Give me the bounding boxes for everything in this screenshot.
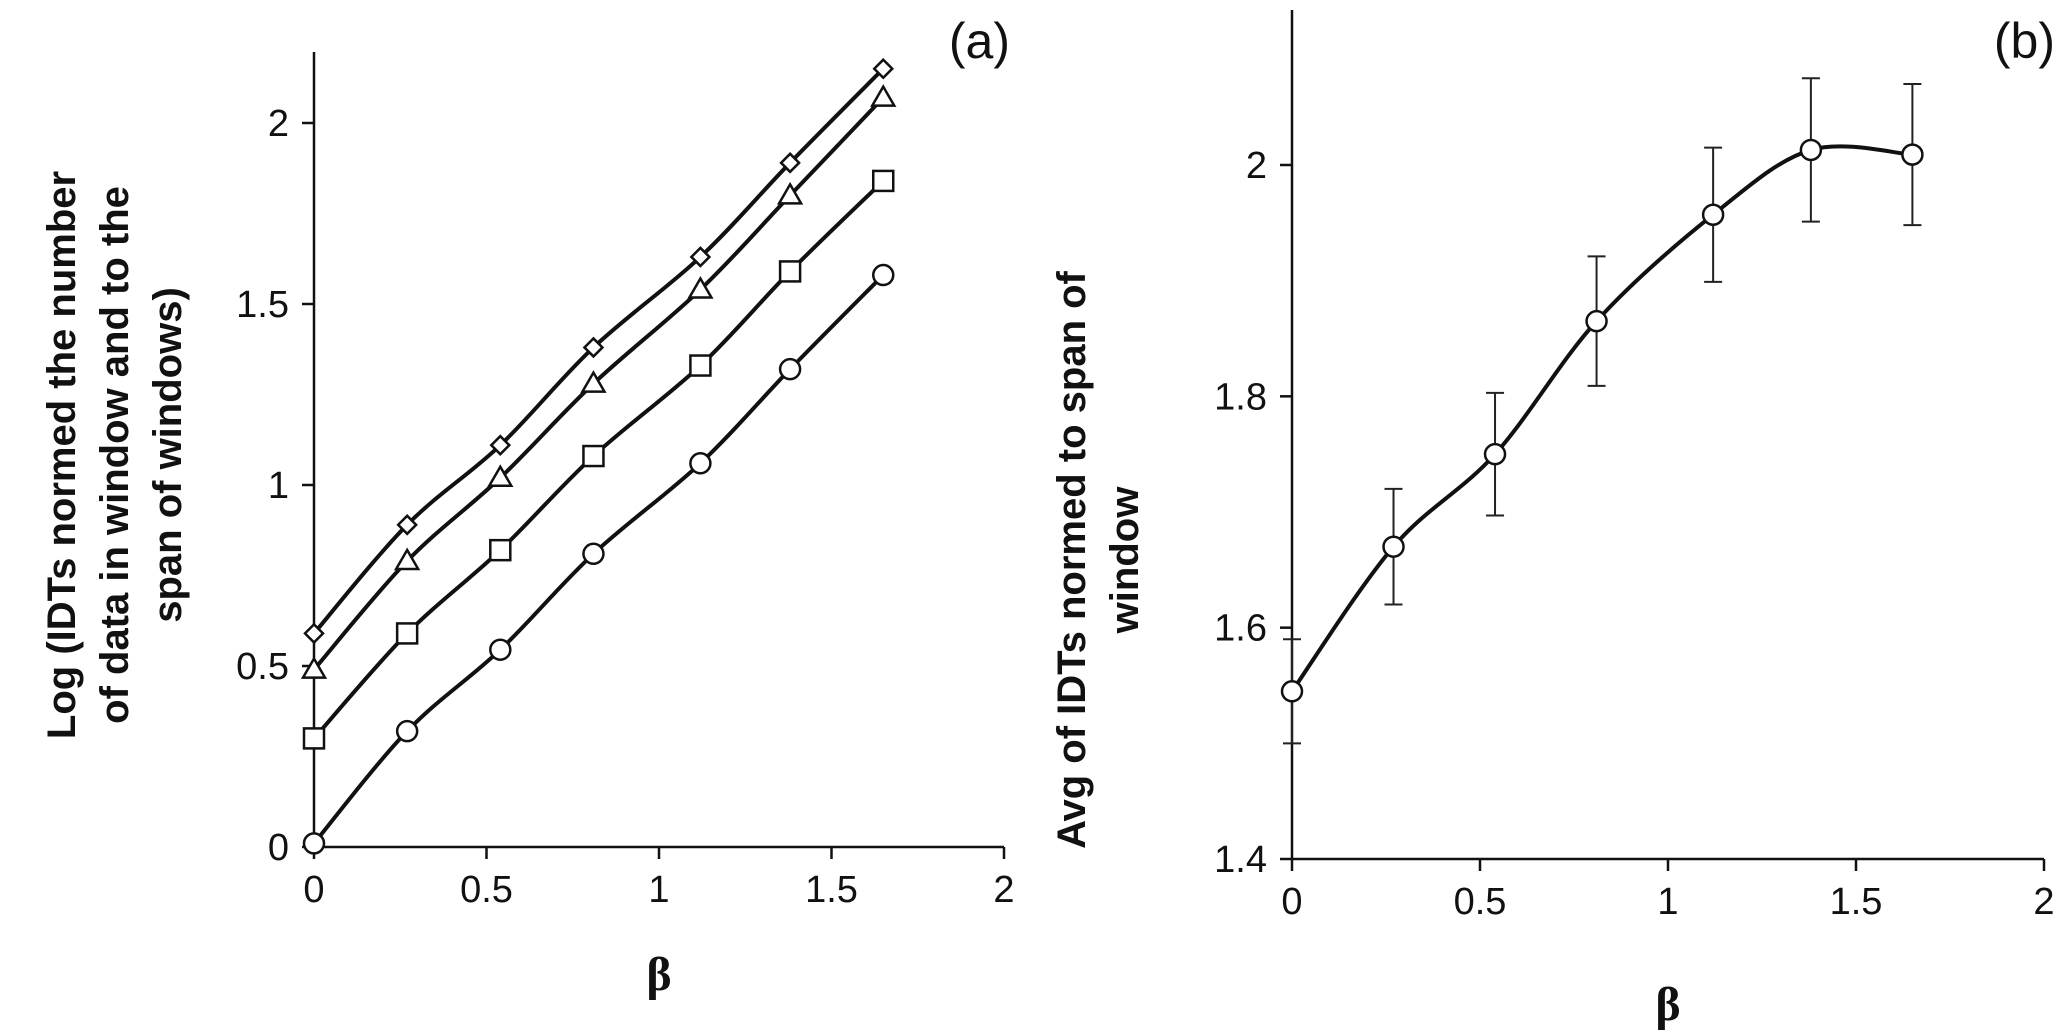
data-point-diamond [396,514,418,536]
data-point-circle [1382,535,1405,558]
data-point-circle [302,832,326,855]
x-tick-label: 1 [648,869,669,911]
y-tick-label: 0.5 [236,646,289,688]
y-tick-label: 1.4 [1214,839,1267,881]
data-point-square [489,538,512,562]
x-tick-label: 0 [1281,881,1302,923]
data-point-circle [489,638,512,661]
data-point-diamond [582,336,605,359]
data-point-triangle [870,84,897,107]
data-point-diamond [689,246,712,268]
y-axis-label-b-line1: Avg of IDTs normed to span of [1050,270,1094,848]
data-point-circle [872,263,895,287]
data-point-triangle [776,181,804,205]
y-tick-label: 1 [268,465,289,507]
panel-a: (a) Log (IDTs normed the number of data … [40,13,1015,1001]
data-point-square [872,169,895,193]
data-point-square [582,444,605,468]
y-axis-label-b-line2: window [1103,486,1147,635]
x-axis-label-b: β [1655,978,1680,1031]
y-tick-label: 0 [268,827,289,869]
y-tick-label: 2 [1246,145,1267,187]
data-point-circle [1483,442,1507,466]
data-point-square [302,727,326,750]
x-tick-label: 0 [303,869,324,911]
data-point-square [778,260,802,283]
data-point-diamond [303,622,325,645]
series-line-avg [1290,144,1913,693]
data-point-diamond [872,57,895,80]
data-point-circle [778,357,802,381]
x-tick-label: 1.5 [805,869,858,911]
y-axis-label-a-line2: of data in window and to the [93,186,137,724]
y-tick-label: 1.5 [236,284,289,326]
x-tick-label: 0.5 [1454,881,1507,923]
data-point-circle [1280,680,1304,703]
data-point-circle [395,719,419,743]
data-point-circle [1701,203,1725,226]
data-point-square [395,622,419,645]
x-axis-label-a: β [646,948,671,1001]
data-point-triangle [687,276,714,299]
y-axis-label-a-line3: span of windows) [146,287,190,623]
panel-b: (b) Avg of IDTs normed to span of window… [1050,10,2055,1031]
x-tick-label: 1 [1657,881,1678,923]
y-tick-label: 2 [268,103,289,145]
data-point-square [689,354,712,377]
x-tick-label: 2 [993,869,1014,911]
x-tick-label: 0.5 [460,869,513,911]
data-point-diamond [779,152,801,174]
y-tick-label: 1.8 [1214,376,1267,418]
panel-label-a: (a) [949,13,1010,69]
panel-label-b: (b) [1994,13,2055,69]
data-point-circle [582,542,605,566]
x-tick-label: 2 [2033,881,2054,923]
data-point-circle [1585,309,1608,333]
data-point-triangle [300,656,328,679]
data-point-diamond [489,434,512,456]
data-point-circle [689,452,712,475]
y-tick-label: 1.6 [1214,608,1267,650]
data-point-triangle [487,464,514,488]
data-point-circle [1799,138,1823,162]
x-tick-label: 1.5 [1830,881,1883,923]
y-axis-label-a-line1: Log (IDTs normed the number [40,171,84,739]
data-point-triangle [393,547,421,571]
data-point-circle [1901,143,1924,166]
data-point-triangle [580,370,607,393]
